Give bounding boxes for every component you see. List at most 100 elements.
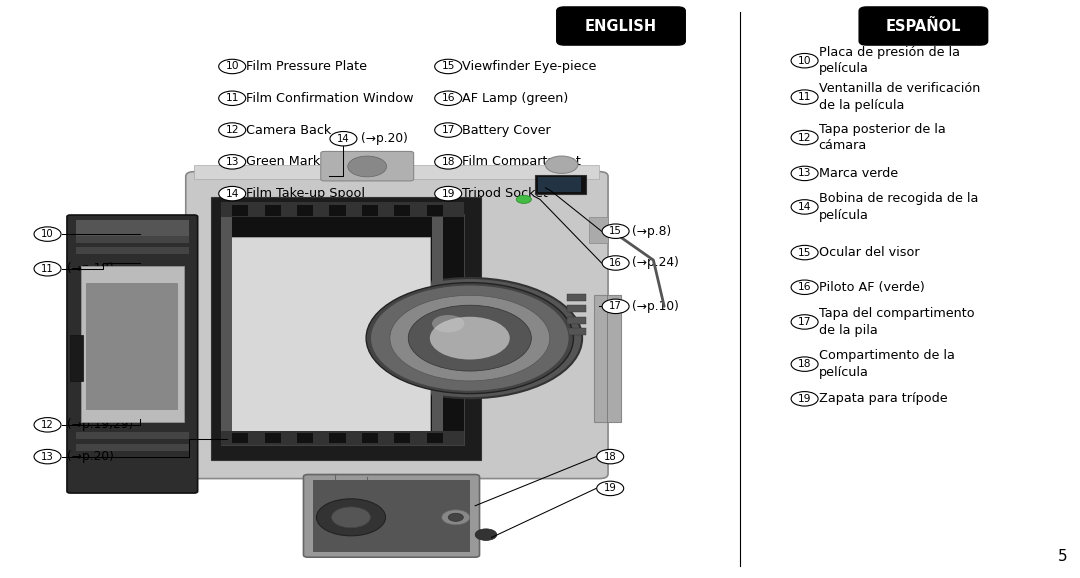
Text: AF Lamp (green): AF Lamp (green) [462, 92, 568, 105]
Text: (→p.20): (→p.20) [361, 132, 407, 145]
Text: (→p.19): (→p.19) [67, 262, 113, 275]
Circle shape [430, 317, 510, 360]
Circle shape [602, 299, 629, 314]
Bar [265, 205, 281, 216]
Bar [221, 202, 464, 217]
Circle shape [602, 255, 629, 270]
Bar [432, 214, 443, 445]
Bar [297, 433, 313, 443]
Text: Film Pressure Plate: Film Pressure Plate [246, 60, 367, 73]
Bar [76, 247, 189, 254]
Text: (→p.20): (→p.20) [67, 450, 113, 463]
FancyBboxPatch shape [557, 7, 686, 45]
Circle shape [791, 245, 819, 260]
Circle shape [791, 130, 819, 145]
Circle shape [448, 513, 463, 521]
Text: 18: 18 [442, 157, 455, 167]
Circle shape [442, 510, 470, 525]
Text: 17: 17 [798, 317, 811, 327]
Circle shape [791, 53, 819, 68]
Text: 19: 19 [442, 188, 455, 199]
Bar [221, 431, 464, 445]
Circle shape [316, 499, 386, 536]
Circle shape [434, 123, 462, 138]
Circle shape [35, 261, 60, 276]
Circle shape [516, 195, 531, 203]
Text: Battery Cover: Battery Cover [462, 124, 551, 136]
FancyBboxPatch shape [860, 7, 987, 45]
Text: 13: 13 [41, 451, 54, 462]
Text: Film Take-up Spool: Film Take-up Spool [246, 187, 365, 200]
FancyBboxPatch shape [67, 215, 198, 493]
Text: Film Confirmation Window: Film Confirmation Window [246, 92, 414, 105]
Text: Placa de presión de la
película: Placa de presión de la película [819, 46, 960, 76]
Bar [70, 335, 83, 381]
Text: Green Mark: Green Mark [246, 155, 321, 168]
Circle shape [791, 280, 819, 295]
Bar [81, 266, 184, 422]
Bar [567, 317, 586, 324]
Circle shape [218, 186, 246, 201]
Circle shape [332, 507, 370, 528]
Bar [362, 433, 378, 443]
Text: 16: 16 [798, 282, 811, 292]
Text: (→p.10): (→p.10) [632, 300, 678, 313]
Text: Tapa del compartimento
de la pila: Tapa del compartimento de la pila [819, 307, 974, 337]
Circle shape [408, 305, 531, 371]
Text: 10: 10 [226, 61, 239, 72]
Bar [221, 214, 464, 445]
Bar [86, 283, 178, 410]
Circle shape [545, 156, 578, 173]
Text: 14: 14 [798, 202, 811, 212]
Text: 10: 10 [798, 55, 811, 66]
Bar [535, 175, 586, 194]
Bar [265, 433, 281, 443]
Text: 11: 11 [41, 264, 54, 274]
Circle shape [35, 227, 60, 242]
Bar [329, 205, 346, 216]
Bar [211, 197, 481, 460]
FancyBboxPatch shape [186, 172, 608, 479]
Text: 15: 15 [442, 61, 455, 72]
Circle shape [218, 154, 246, 169]
Text: Viewfinder Eye-piece: Viewfinder Eye-piece [462, 60, 596, 73]
Text: Compartimento de la
película: Compartimento de la película [819, 349, 955, 379]
Circle shape [596, 481, 624, 495]
Bar [427, 205, 443, 216]
Text: 13: 13 [226, 157, 239, 167]
Text: 12: 12 [41, 420, 54, 430]
Circle shape [330, 131, 356, 146]
Text: 17: 17 [609, 301, 622, 312]
Circle shape [390, 295, 550, 381]
Text: 16: 16 [609, 258, 622, 268]
Circle shape [791, 90, 819, 105]
Text: 11: 11 [798, 92, 811, 102]
FancyBboxPatch shape [321, 151, 414, 181]
Circle shape [602, 224, 629, 238]
Bar [76, 220, 189, 240]
Circle shape [218, 123, 246, 138]
Bar [221, 214, 232, 445]
Text: Bobina de recogida de la
película: Bobina de recogida de la película [819, 192, 978, 222]
Bar [76, 432, 189, 439]
FancyBboxPatch shape [303, 475, 480, 557]
Circle shape [432, 315, 464, 332]
Circle shape [434, 91, 462, 106]
Text: 14: 14 [226, 188, 239, 199]
Circle shape [434, 154, 462, 169]
Bar [567, 294, 586, 301]
Circle shape [434, 186, 462, 201]
Circle shape [475, 529, 497, 540]
Text: Ocular del visor: Ocular del visor [819, 246, 919, 259]
Text: 15: 15 [609, 226, 622, 236]
Bar [329, 433, 346, 443]
Bar [394, 205, 410, 216]
Text: 19: 19 [798, 394, 811, 404]
Text: Zapata para trípode: Zapata para trípode [819, 392, 947, 405]
Bar [567, 305, 586, 312]
Text: 5: 5 [1057, 549, 1067, 564]
Circle shape [791, 392, 819, 406]
Circle shape [434, 59, 462, 73]
Bar [232, 433, 248, 443]
Bar [230, 237, 430, 431]
